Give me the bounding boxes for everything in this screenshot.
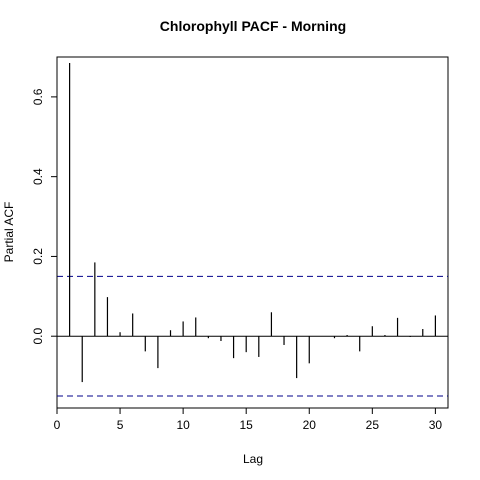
x-tick-label-25: 25 bbox=[366, 418, 380, 432]
y-axis: 0.0 0.2 0.4 0.6 bbox=[31, 88, 58, 345]
chart-title: Chlorophyll PACF - Morning bbox=[160, 18, 346, 34]
x-tick-label-5: 5 bbox=[117, 418, 124, 432]
plot-frame bbox=[56, 56, 449, 409]
y-tick-label-1: 0.2 bbox=[31, 248, 45, 265]
x-tick-label-0: 0 bbox=[54, 418, 61, 432]
x-axis: 0 5 10 15 20 25 30 bbox=[54, 407, 443, 432]
y-tick-label-0: 0.0 bbox=[31, 328, 45, 345]
y-axis-label: Partial ACF bbox=[2, 202, 16, 263]
x-axis-label: Lag bbox=[243, 452, 263, 466]
x-tick-label-30: 30 bbox=[429, 418, 443, 432]
x-tick-label-20: 20 bbox=[303, 418, 317, 432]
x-tick-label-10: 10 bbox=[176, 418, 190, 432]
y-tick-label-2: 0.4 bbox=[31, 168, 45, 185]
x-tick-label-15: 15 bbox=[240, 418, 254, 432]
y-tick-label-3: 0.6 bbox=[31, 88, 45, 105]
pacf-bars bbox=[69, 62, 436, 383]
